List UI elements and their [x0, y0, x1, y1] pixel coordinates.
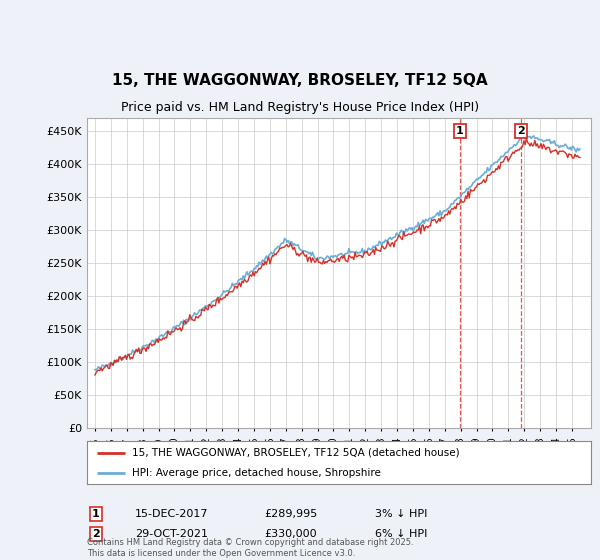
Text: 15, THE WAGGONWAY, BROSELEY, TF12 5QA (detached house): 15, THE WAGGONWAY, BROSELEY, TF12 5QA (d… — [133, 447, 460, 458]
Text: 2: 2 — [92, 529, 100, 539]
Text: 6% ↓ HPI: 6% ↓ HPI — [375, 529, 427, 539]
Text: 15, THE WAGGONWAY, BROSELEY, TF12 5QA: 15, THE WAGGONWAY, BROSELEY, TF12 5QA — [112, 73, 488, 88]
Text: Price paid vs. HM Land Registry's House Price Index (HPI): Price paid vs. HM Land Registry's House … — [121, 101, 479, 114]
Text: 1: 1 — [456, 126, 464, 136]
Text: 2: 2 — [517, 126, 525, 136]
Text: 1: 1 — [92, 509, 100, 519]
Text: 29-OCT-2021: 29-OCT-2021 — [135, 529, 208, 539]
Text: 15-DEC-2017: 15-DEC-2017 — [135, 509, 209, 519]
Text: £289,995: £289,995 — [264, 509, 317, 519]
Text: Contains HM Land Registry data © Crown copyright and database right 2025.
This d: Contains HM Land Registry data © Crown c… — [87, 538, 413, 558]
Text: 3% ↓ HPI: 3% ↓ HPI — [375, 509, 427, 519]
Text: HPI: Average price, detached house, Shropshire: HPI: Average price, detached house, Shro… — [133, 468, 381, 478]
Text: £330,000: £330,000 — [264, 529, 317, 539]
